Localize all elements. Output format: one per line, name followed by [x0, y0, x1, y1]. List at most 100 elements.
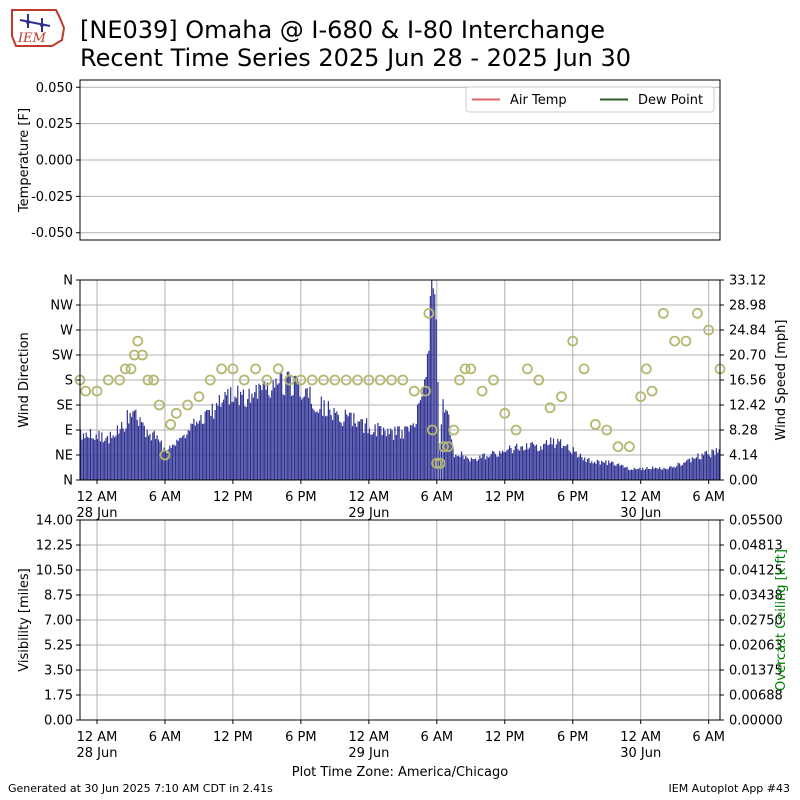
wind-direction-point — [216, 363, 227, 375]
wind-speed-bar — [560, 439, 562, 480]
wind-direction-point — [318, 374, 329, 386]
wind-speed-bar — [494, 453, 497, 480]
wind-speed-bar — [465, 455, 467, 480]
wind-speed-bar — [554, 447, 556, 480]
y-tick-label: SE — [57, 399, 73, 414]
wind-speed-bar — [629, 470, 631, 480]
wind-speed-bar — [330, 415, 332, 480]
wind-direction-point — [680, 335, 692, 347]
wind-speed-bar — [535, 444, 538, 480]
wind-speed-bar — [252, 397, 254, 480]
x-tick-label: 12 AM — [77, 730, 118, 745]
wind-direction-point — [426, 424, 438, 436]
wind-speed-bar — [455, 454, 457, 480]
wind-speed-bar — [292, 395, 294, 480]
wind-speed-bar — [324, 416, 327, 480]
wind-speed-bar — [242, 389, 245, 480]
wind-speed-bar — [715, 448, 717, 480]
wind-speed-bar — [426, 353, 429, 480]
wind-direction-point — [165, 419, 177, 430]
wind-speed-bar — [610, 461, 613, 480]
wind-speed-bar — [664, 468, 666, 480]
wind-speed-bar — [429, 296, 431, 480]
wind-speed-bar — [94, 440, 96, 480]
wind-speed-bar — [187, 429, 189, 480]
wind-direction-point — [250, 363, 261, 375]
wind-speed-bar — [526, 443, 528, 480]
wind-speed-bar — [561, 448, 563, 480]
wind-speed-bar — [289, 376, 291, 480]
y-tick-label: E — [65, 424, 73, 439]
wind-speed-bar — [683, 462, 685, 480]
wind-speed-bar — [278, 383, 280, 480]
wind-speed-bar — [371, 434, 373, 480]
wind-speed-bar — [317, 412, 320, 480]
x-tick-label: 6 AM — [421, 490, 454, 505]
wind-speed-bar — [207, 409, 209, 480]
wind-speed-bar — [186, 434, 188, 480]
wind-speed-bar — [108, 443, 110, 480]
wind-speed-bar — [644, 469, 647, 480]
wind-direction-point — [703, 324, 715, 336]
wind-speed-bar — [167, 449, 169, 480]
wind-speed-bar — [718, 449, 720, 480]
wind-speed-bar — [586, 459, 589, 480]
wind-speed-bar — [122, 428, 124, 480]
wind-speed-bar — [589, 462, 591, 480]
wind-speed-bar — [619, 465, 621, 480]
wind-direction-point — [193, 391, 205, 403]
wind-speed-bar — [87, 436, 89, 480]
y-tick-label: 1.75 — [44, 689, 73, 704]
x-tick-label: 6 PM — [557, 490, 588, 505]
wind-speed-bar — [419, 400, 422, 480]
wind-speed-bar — [540, 446, 542, 480]
wind-speed-bar — [509, 445, 511, 480]
wind-speed-bar — [227, 388, 229, 480]
wind-speed-bar — [215, 403, 218, 480]
wind-speed-bar — [601, 460, 603, 480]
y-tick-label: -0.025 — [31, 190, 73, 205]
wind-speed-bar — [258, 383, 260, 480]
y-tick-label: NW — [50, 299, 73, 314]
wind-speed-bar — [126, 410, 128, 480]
y-tick-label: 14.00 — [36, 514, 73, 529]
wind-speed-bar — [156, 435, 158, 480]
wind-speed-bar — [273, 387, 276, 480]
wind-speed-bar — [667, 468, 669, 480]
wind-direction-point — [128, 349, 140, 361]
wind-speed-bar — [224, 392, 226, 480]
wind-speed-bar — [431, 280, 433, 480]
footer-app: IEM Autoplot App #43 — [668, 782, 791, 795]
wind-speed-bar — [626, 466, 628, 480]
wind-speed-bar — [409, 424, 412, 480]
wind-speed-bar — [635, 469, 637, 480]
wind-speed-bar — [693, 458, 695, 480]
wind-speed-bar — [183, 434, 185, 480]
wind-speed-bar — [678, 463, 681, 480]
wind-speed-bar — [545, 440, 548, 480]
wind-speed-bar — [394, 426, 396, 480]
wind-speed-bar — [381, 435, 383, 480]
wind-speed-bar — [533, 444, 535, 480]
wind-speed-bar — [290, 395, 293, 480]
wind-speed-bar — [487, 457, 489, 480]
wind-speed-bar — [507, 449, 509, 480]
wind-speed-bar — [404, 426, 406, 480]
wind-speed-bar — [275, 378, 277, 480]
wind-speed-bar — [500, 453, 502, 480]
wind-speed-bar — [113, 437, 116, 480]
wind-speed-bar — [391, 430, 393, 480]
wind-speed-bar — [543, 444, 545, 480]
wind-speed-bar — [139, 417, 141, 480]
x-tick-label: 12 AM — [348, 730, 389, 745]
wind-direction-point — [80, 385, 92, 397]
wind-speed-bar — [527, 449, 529, 480]
wind-speed-bar — [143, 425, 145, 480]
y-tick-label: 8.75 — [44, 589, 73, 604]
wind-speed-bar — [177, 440, 179, 480]
wind-speed-bar — [463, 458, 465, 480]
y2-tick-label: 0.03438 — [729, 589, 783, 604]
wind-speed-bar — [111, 437, 113, 480]
wind-speed-bar — [367, 433, 369, 480]
